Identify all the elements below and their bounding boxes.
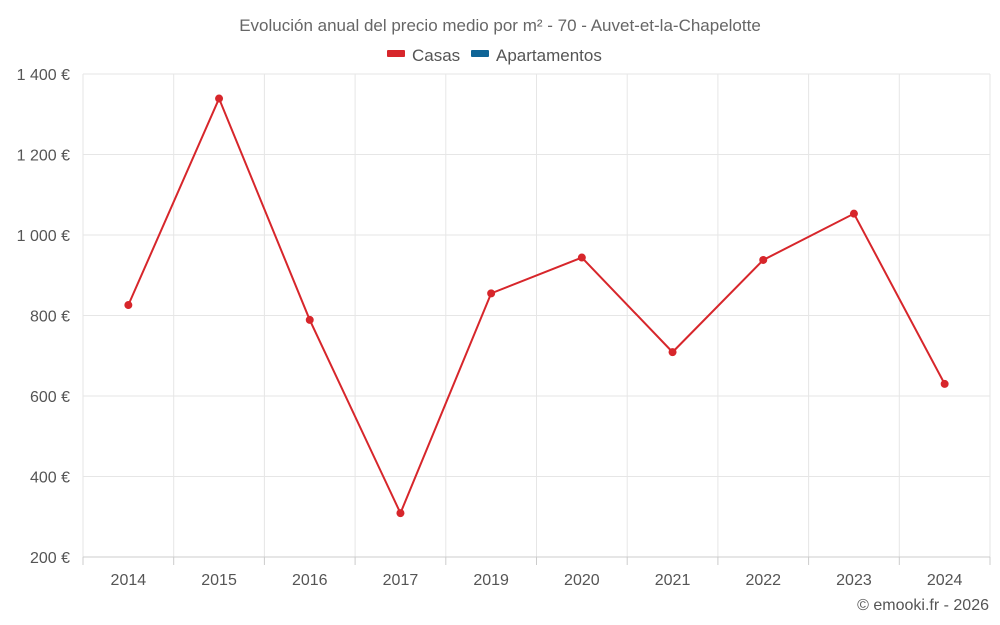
series-casas xyxy=(124,94,949,518)
x-tick-label: 2014 xyxy=(111,572,147,589)
legend-swatch-apartamentos xyxy=(471,50,489,57)
legend-item-apartamentos[interactable]: Apartamentos xyxy=(471,46,602,65)
x-tick-label: 2024 xyxy=(927,572,963,589)
x-tick-label: 2022 xyxy=(745,572,781,589)
data-point-casas[interactable] xyxy=(215,94,224,103)
data-point-casas[interactable] xyxy=(487,289,496,298)
x-tick-label: 2016 xyxy=(292,572,328,589)
data-point-casas[interactable] xyxy=(940,379,949,388)
data-point-casas[interactable] xyxy=(124,301,133,310)
x-tick-label: 2015 xyxy=(201,572,237,589)
data-point-casas[interactable] xyxy=(396,509,405,518)
x-tick-label: 2023 xyxy=(836,572,872,589)
x-gridlines xyxy=(82,74,991,557)
y-tick-label: 1 200 € xyxy=(17,148,70,165)
y-tick-label: 400 € xyxy=(30,470,70,487)
legend: Casas Apartamentos xyxy=(387,46,602,65)
x-tick-label: 2020 xyxy=(564,572,600,589)
legend-item-casas[interactable]: Casas xyxy=(387,46,460,65)
y-tick-label: 1 000 € xyxy=(17,228,70,245)
y-tick-label: 600 € xyxy=(30,389,70,406)
y-tick-label: 800 € xyxy=(30,309,70,326)
data-point-casas[interactable] xyxy=(759,255,768,264)
data-point-casas[interactable] xyxy=(577,253,586,262)
y-axis-ticks: 200 € 400 € 600 € 800 € 1 000 € 1 200 € 1 400 … xyxy=(17,67,70,567)
data-point-casas[interactable] xyxy=(305,315,314,324)
x-tick-label: 2021 xyxy=(655,572,691,589)
credit-text: © emooki.fr - 2026 xyxy=(857,597,989,614)
chart-title: Evolución anual del precio medio por m² … xyxy=(239,16,761,35)
x-tick-label: 2017 xyxy=(383,572,419,589)
y-tick-label: 200 € xyxy=(30,550,70,567)
series-line-casas xyxy=(127,95,946,516)
data-point-casas[interactable] xyxy=(668,348,677,357)
legend-swatch-casas xyxy=(387,50,405,57)
x-axis-ticks: 2014 2015 2016 2017 2019 2020 2021 2022 2023 2024 xyxy=(82,557,991,589)
legend-label-casas: Casas xyxy=(412,46,460,65)
x-tick-label: 2019 xyxy=(473,572,509,589)
data-point-casas[interactable] xyxy=(849,209,858,218)
legend-label-apartamentos: Apartamentos xyxy=(496,46,602,65)
y-tick-label: 1 400 € xyxy=(17,67,70,84)
